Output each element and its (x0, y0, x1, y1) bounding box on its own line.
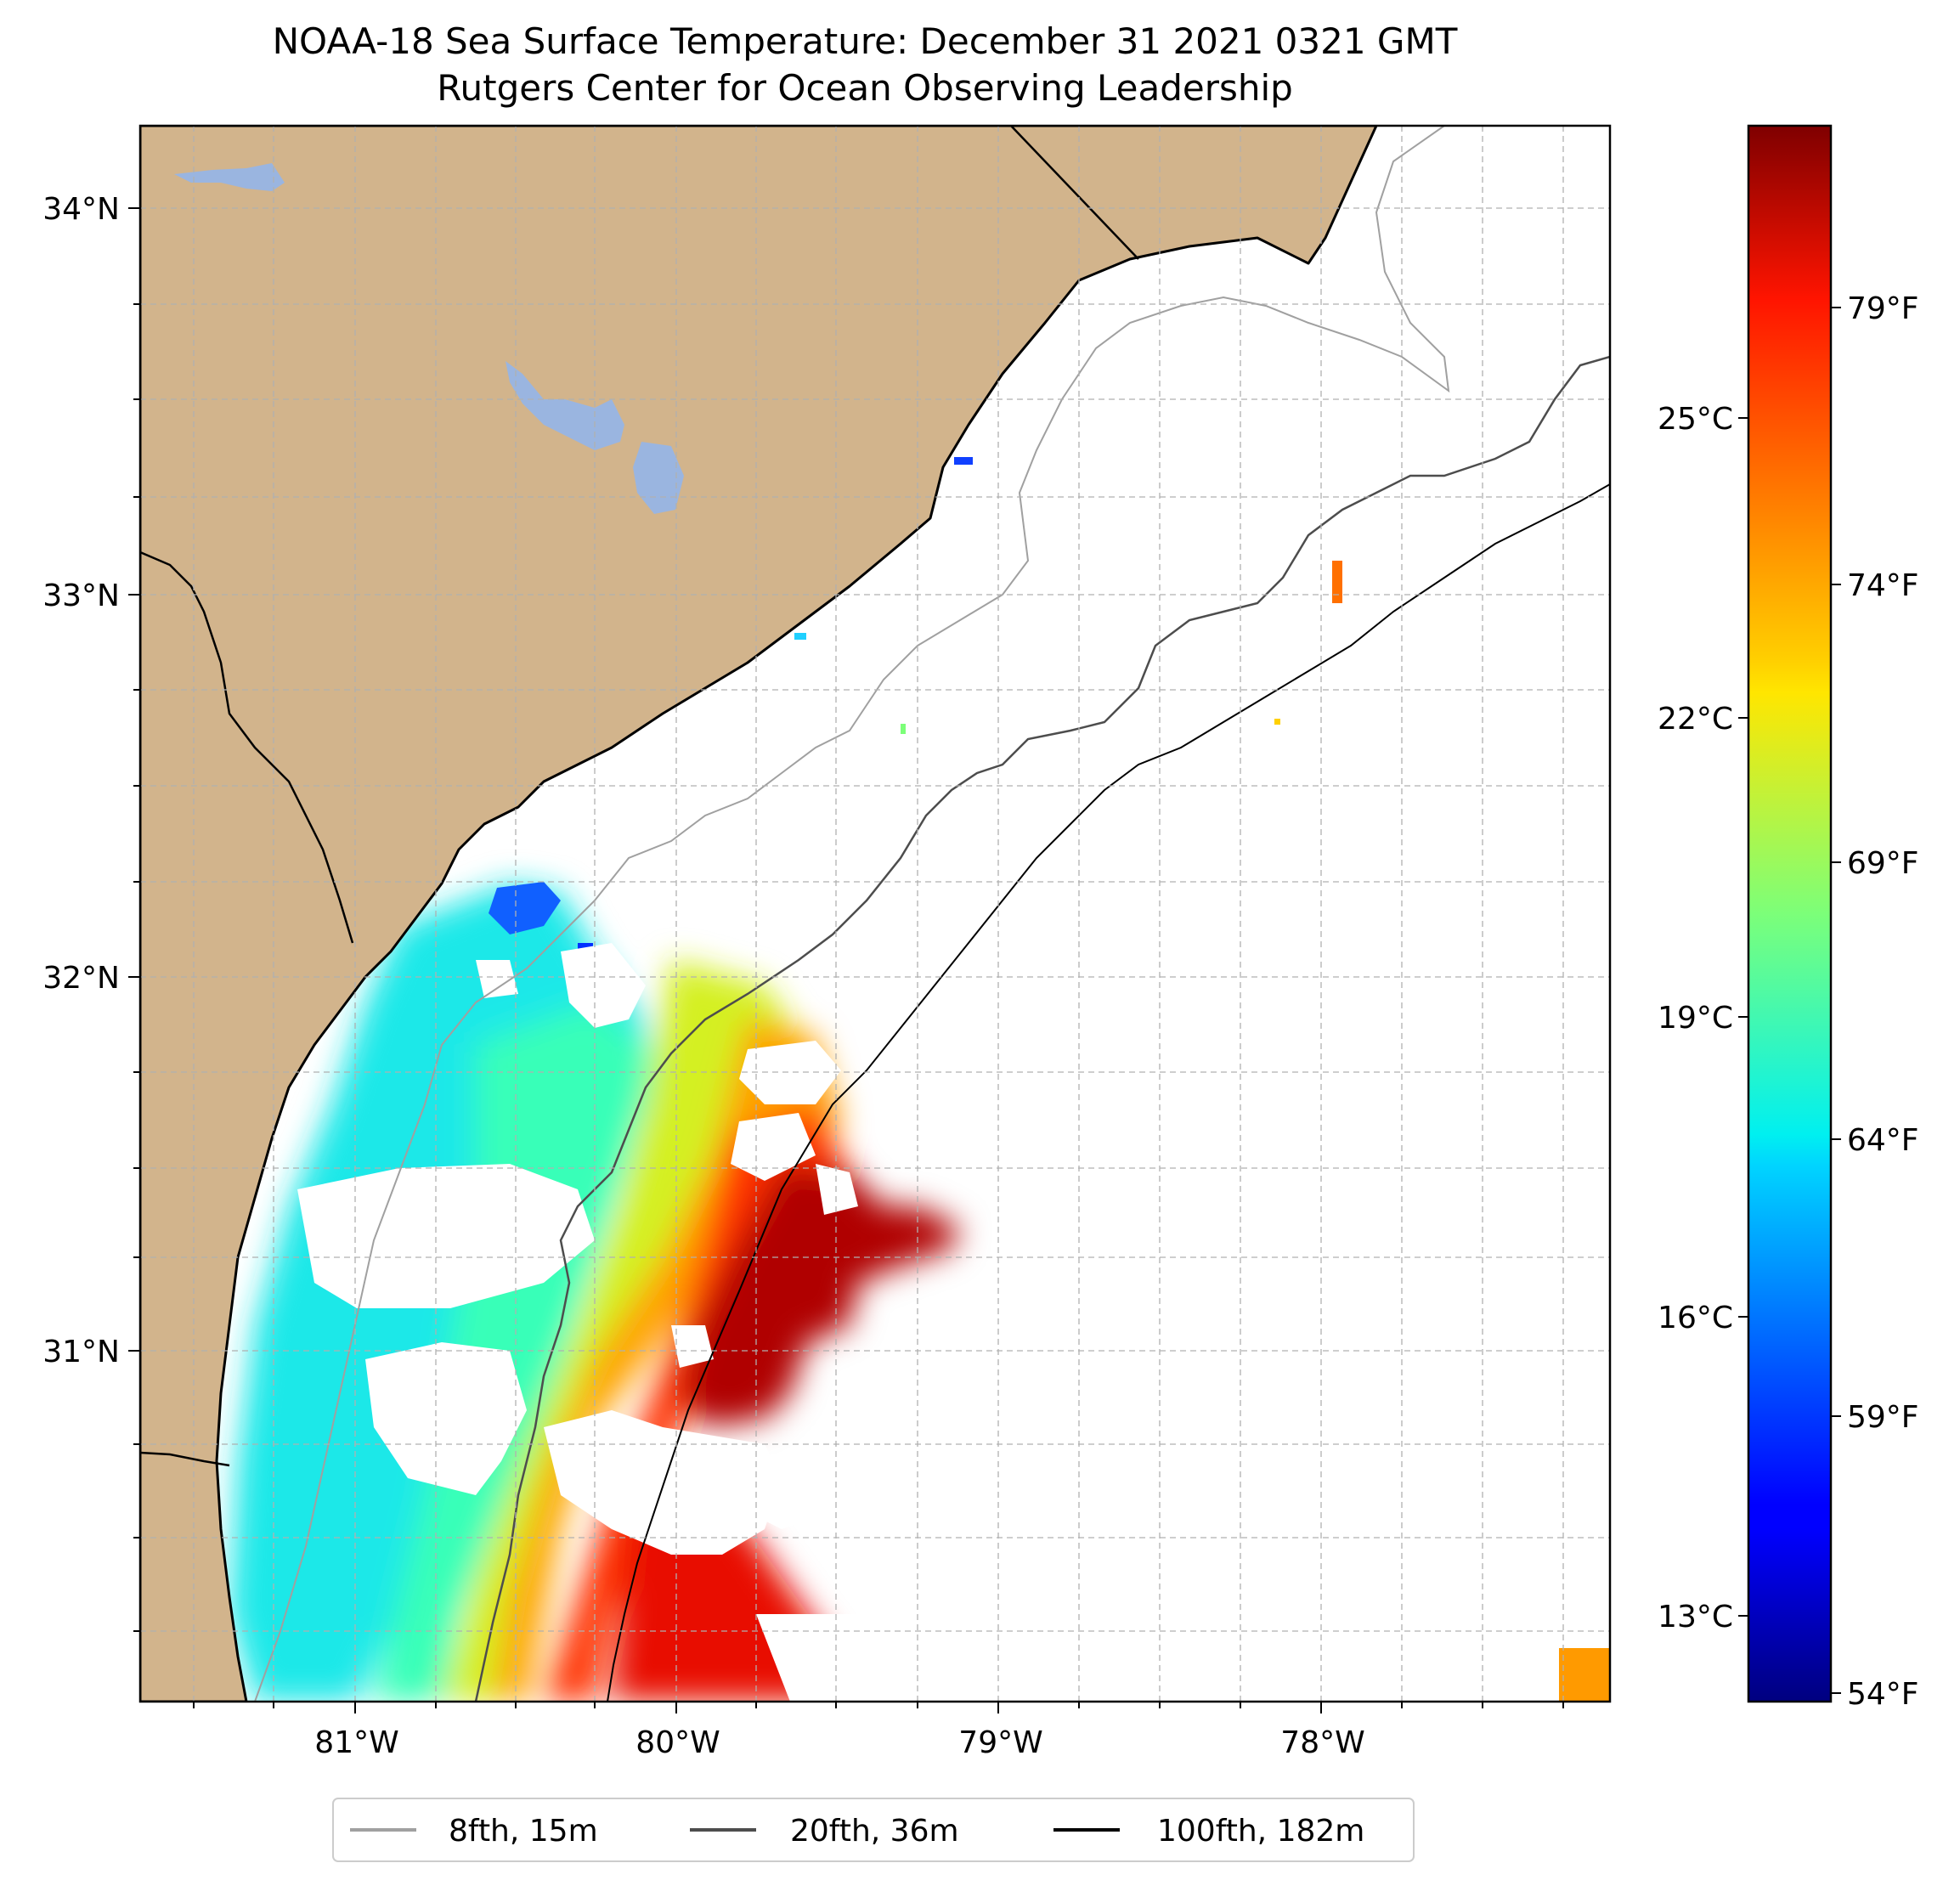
map-panel[interactable] (140, 126, 1610, 1702)
cbar-f-54: 54°F (1847, 1677, 1919, 1712)
sst-speck-3 (1274, 719, 1280, 725)
title-line-2: Rutgers Center for Ocean Observing Leade… (437, 67, 1293, 109)
lat-label-31n: 31°N (42, 1335, 120, 1369)
title-line-1: NOAA-18 Sea Surface Temperature: Decembe… (273, 20, 1458, 62)
colorbar: 25°C 22°C 19°C 16°C 13°C 79°F 74°F 69°F … (1658, 124, 1919, 1712)
latitude-labels: 34°N 33°N 32°N 31°N (42, 192, 120, 1369)
graticule (140, 126, 1610, 1702)
sst-cold-patch-3 (954, 457, 973, 465)
altamaha-river (140, 1451, 230, 1467)
fahrenheit-ticks (1831, 307, 1841, 1694)
longitude-labels: 81°W 80°W 79°W 78°W (314, 1725, 1364, 1760)
celsius-labels: 25°C 22°C 19°C 16°C 13°C (1658, 402, 1733, 1634)
cbar-f-64: 64°F (1847, 1123, 1919, 1158)
lon-label-79w: 79°W (958, 1725, 1042, 1760)
cbar-c-25: 25°C (1658, 402, 1733, 437)
legend-label-100fth: 100fth, 182m (1157, 1814, 1364, 1849)
legend-item-8fth: 8fth, 15m (350, 1814, 598, 1849)
celsius-ticks (1738, 417, 1748, 1617)
colorbar-gradient (1747, 124, 1833, 1703)
cloud-mask (297, 943, 1020, 1702)
lon-label-81w: 81°W (314, 1725, 398, 1760)
cbar-c-22: 22°C (1658, 702, 1733, 737)
isobath-100fth (607, 483, 1610, 1702)
lat-label-32n: 32°N (42, 961, 120, 996)
sst-speck-4 (794, 633, 806, 640)
cbar-f-79: 79°F (1847, 291, 1919, 326)
legend-label-20fth: 20fth, 36m (790, 1814, 959, 1849)
lat-label-34n: 34°N (42, 192, 120, 227)
cbar-f-74: 74°F (1847, 568, 1919, 603)
sst-field (229, 457, 1610, 1702)
isobath-legend: 8fth, 15m 20fth, 36m 100fth, 182m (332, 1798, 1415, 1862)
cbar-c-13: 13°C (1658, 1600, 1733, 1634)
lake-wateree (174, 163, 285, 191)
legend-label-8fth: 8fth, 15m (449, 1814, 598, 1849)
sst-cold-patch-1 (489, 882, 561, 934)
axis-ticks (128, 207, 1564, 1713)
lat-label-33n: 33°N (42, 579, 120, 613)
lon-label-78w: 78°W (1280, 1725, 1364, 1760)
savannah-river (140, 550, 354, 944)
land-mass (140, 126, 1378, 1702)
sst-warm-patch-se (1559, 1648, 1610, 1702)
sst-mild-band (374, 1002, 654, 1702)
map-frame (138, 124, 1612, 1703)
legend-box (332, 1798, 1415, 1862)
cbar-c-19: 19°C (1658, 1001, 1733, 1036)
sst-warm-speck-1 (1332, 561, 1342, 603)
legend-item-100fth: 100fth, 182m (1053, 1814, 1364, 1849)
cbar-f-59: 59°F (1847, 1400, 1919, 1435)
lon-label-80w: 80°W (635, 1725, 720, 1760)
isobath-20fth (474, 355, 1610, 1702)
fahrenheit-labels: 79°F 74°F 69°F 64°F 59°F 54°F (1847, 291, 1919, 1712)
cbar-c-16: 16°C (1658, 1301, 1733, 1335)
lake-moultrie (633, 442, 684, 514)
lake-marion (506, 361, 624, 450)
state-border (1010, 126, 1139, 260)
legend-item-20fth: 20fth, 36m (690, 1814, 959, 1849)
sst-speck-2 (901, 724, 906, 734)
cbar-f-69: 69°F (1847, 846, 1919, 881)
isobath-8fth (254, 126, 1450, 1702)
sst-gulf-stream-core (680, 1164, 960, 1427)
